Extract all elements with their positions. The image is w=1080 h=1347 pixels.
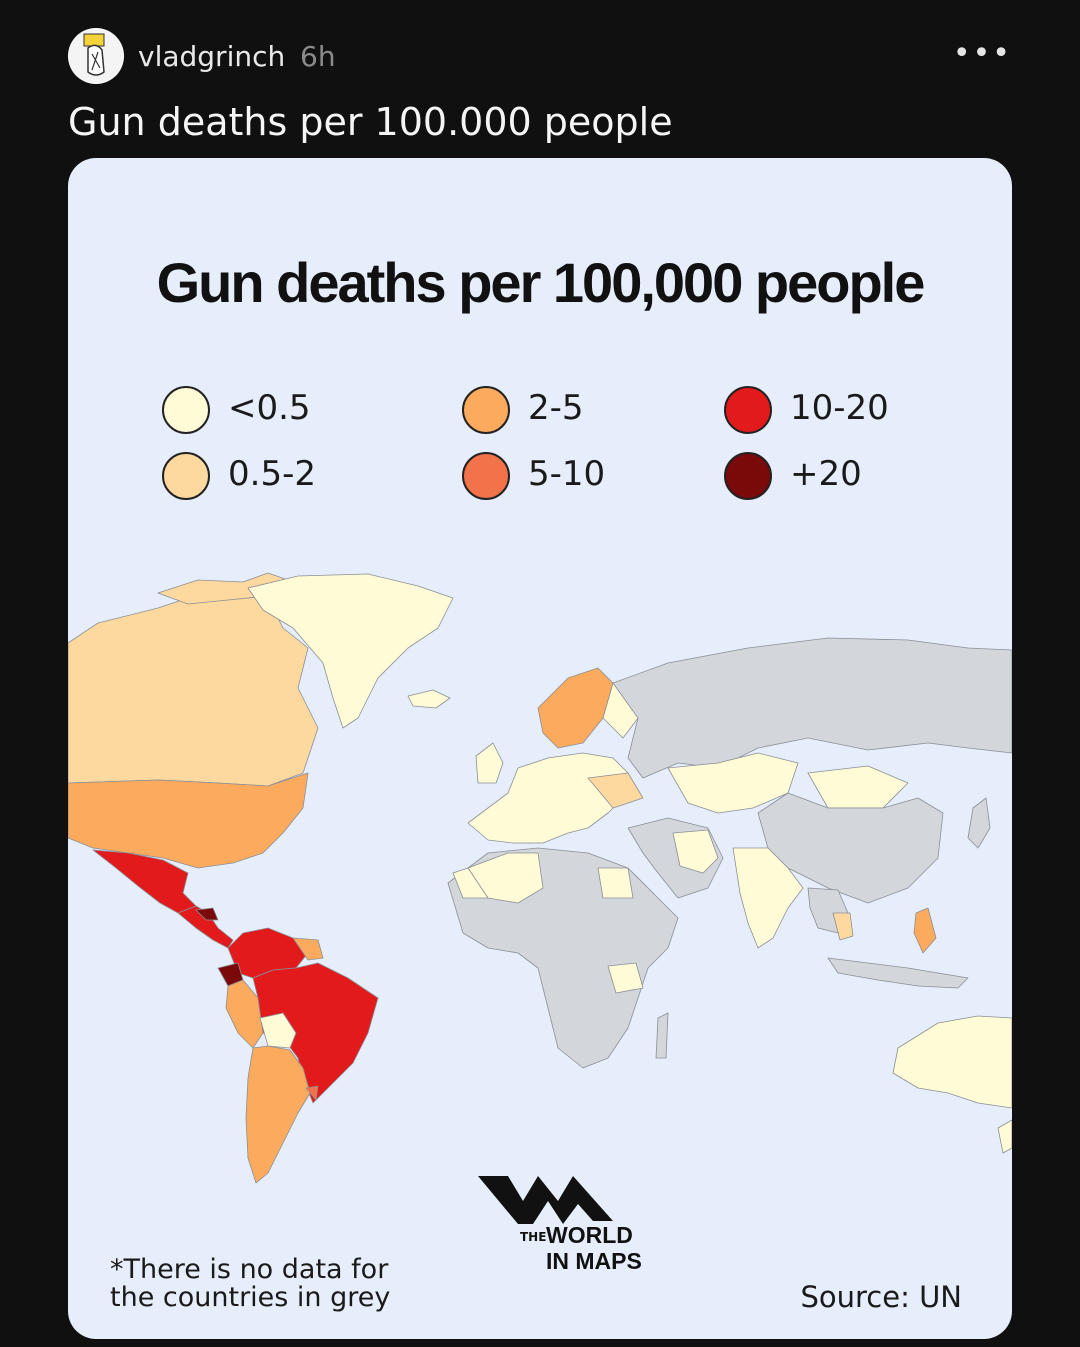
region-peru — [225, 979, 264, 1049]
post-time: 6h — [300, 40, 336, 73]
region-russia — [612, 637, 1012, 779]
legend-swatch — [462, 452, 510, 500]
region-colombia-venezuela — [227, 927, 309, 979]
legend-label: 0.5-2 — [228, 454, 316, 494]
region-madagascar — [655, 1012, 669, 1059]
legend-label: <0.5 — [228, 388, 311, 428]
source-label: Source: UN — [800, 1280, 962, 1314]
region-morocco — [452, 867, 489, 899]
the-world-in-maps-logo — [478, 1176, 613, 1224]
region-australia — [892, 1015, 1012, 1109]
post-header: vladgrinch 6h ••• — [68, 28, 1012, 86]
legend-swatch — [162, 386, 210, 434]
region-argentina-chile — [245, 1045, 311, 1184]
region-africa — [447, 847, 679, 1069]
region-thailand — [832, 912, 854, 941]
more-options-icon[interactable]: ••• — [952, 36, 1012, 71]
infographic-title: Gun deaths per 100,000 people — [156, 251, 926, 314]
region-uk — [475, 742, 504, 784]
region-uganda-kenya — [607, 962, 644, 994]
region-new-zealand — [997, 1119, 1012, 1154]
region-philippines — [913, 907, 937, 954]
region-bolivia — [259, 1012, 297, 1049]
logo-the-text: THE — [520, 1230, 547, 1244]
region-japan — [967, 797, 991, 849]
infographic-card[interactable]: Gun deaths per 100,000 people <0.5 0.5-2… — [68, 158, 1012, 1339]
region-greenland — [247, 573, 454, 729]
logo-world-text: WORLD — [546, 1222, 633, 1248]
logo-in-maps-text: IN MAPS — [546, 1248, 642, 1274]
legend-swatch — [724, 386, 772, 434]
region-egypt — [597, 867, 634, 899]
legend-swatch — [162, 452, 210, 500]
region-scandinavia — [537, 667, 614, 749]
region-india — [732, 847, 804, 949]
region-iceland — [407, 689, 451, 709]
legend-swatch — [724, 452, 772, 500]
region-saudi-iran-area — [672, 829, 719, 874]
legend-label: 2-5 — [528, 388, 584, 428]
post-caption: Gun deaths per 100.000 people — [68, 100, 673, 144]
username[interactable]: vladgrinch — [138, 40, 286, 73]
legend-label: 10-20 — [790, 388, 889, 428]
world-map — [68, 572, 1012, 1184]
region-mongolia — [807, 765, 909, 809]
region-central-america — [177, 905, 234, 949]
region-ukraine — [587, 772, 644, 809]
no-data-note: *There is no data for the countries in g… — [110, 1254, 391, 1313]
region-guyana — [292, 937, 324, 961]
region-indonesia — [827, 957, 969, 989]
avatar[interactable] — [68, 28, 124, 84]
legend-swatch — [462, 386, 510, 434]
legend-label: +20 — [790, 454, 862, 494]
region-honduras — [195, 907, 219, 921]
region-usa — [68, 772, 309, 869]
region-uruguay — [305, 1085, 319, 1101]
legend-label: 5-10 — [528, 454, 606, 494]
